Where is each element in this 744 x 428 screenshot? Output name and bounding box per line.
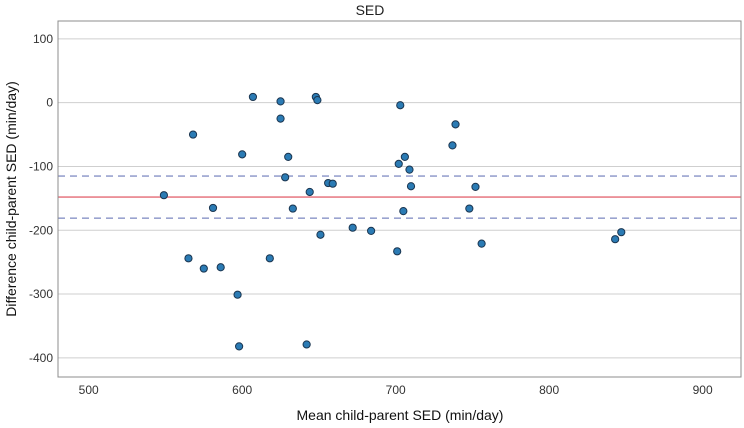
data-point: [276, 97, 285, 106]
data-point: [313, 96, 322, 105]
data-point: [233, 290, 242, 299]
x-tick-label: 500: [79, 383, 99, 397]
y-tick-label: -100: [29, 159, 53, 173]
reference-lines: [58, 175, 741, 219]
data-point: [248, 92, 258, 102]
data-point: [405, 165, 414, 174]
chart-title: SED: [356, 2, 385, 18]
plot-frame: [57, 20, 742, 378]
y-tick-label: 100: [33, 32, 53, 46]
x-tick-label: 900: [693, 383, 713, 397]
data-point: [396, 101, 405, 110]
data-point: [284, 152, 293, 161]
data-point: [617, 228, 626, 237]
x-tick-labels: 500 600 700 800 900: [79, 383, 713, 397]
data-point: [188, 130, 198, 139]
x-axis-title: Mean child-parent SED (min/day): [297, 407, 504, 423]
data-point: [184, 254, 193, 263]
data-point: [265, 254, 274, 263]
x-tick-label: 600: [232, 383, 252, 397]
data-point: [451, 120, 460, 129]
data-point: [305, 187, 314, 197]
data-point: [238, 150, 247, 159]
data-point: [399, 207, 408, 216]
data-point: [216, 263, 225, 272]
data-point: [394, 159, 403, 169]
gridlines: [58, 38, 741, 359]
x-tick-label: 800: [539, 383, 559, 397]
y-tick-label: -400: [29, 351, 53, 365]
data-point: [393, 247, 402, 256]
x-tick-label: 700: [386, 383, 406, 397]
data-point: [208, 203, 218, 213]
y-tick-labels: 100 0 -100 -200 -300 -400: [29, 32, 53, 365]
data-point: [328, 179, 337, 188]
data-point: [611, 235, 620, 244]
data-point: [199, 264, 208, 273]
y-tick-label: 0: [46, 96, 53, 110]
data-point: [316, 230, 325, 239]
data-points: [159, 92, 626, 351]
y-tick-label: -300: [29, 287, 53, 301]
data-point: [406, 182, 416, 191]
data-point: [465, 204, 474, 213]
data-point: [448, 141, 457, 150]
data-point: [400, 152, 409, 161]
y-tick-label: -200: [29, 223, 53, 237]
data-point: [302, 340, 311, 349]
data-point: [281, 173, 290, 182]
data-point: [235, 342, 244, 351]
data-point: [477, 239, 486, 248]
data-point: [348, 223, 357, 232]
data-point: [288, 204, 297, 213]
y-axis-title: Difference child-parent SED (min/day): [3, 81, 19, 317]
data-point: [276, 114, 285, 123]
data-point: [471, 182, 480, 191]
data-point: [367, 226, 376, 235]
data-point: [159, 191, 169, 200]
